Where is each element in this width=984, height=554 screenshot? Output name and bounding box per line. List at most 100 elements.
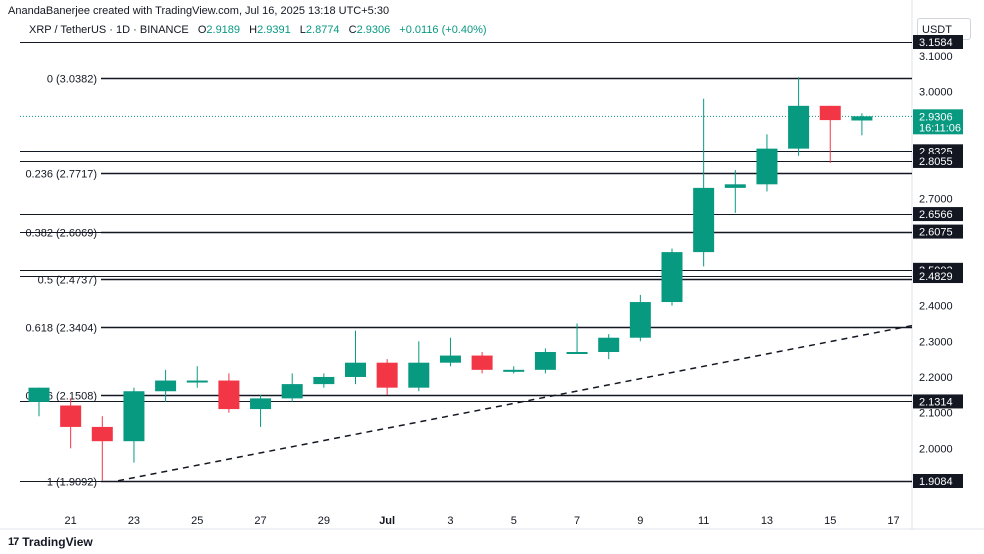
candle-body: [123, 391, 145, 442]
candle[interactable]: [28, 387, 50, 417]
x-tick-label: 23: [128, 515, 140, 527]
low-value: 2.8774: [305, 24, 340, 36]
candle[interactable]: [186, 366, 208, 388]
x-tick-label: 5: [511, 515, 517, 527]
candle[interactable]: [281, 373, 303, 402]
y-tick-label: 3.1000: [919, 51, 953, 63]
candle[interactable]: [851, 113, 873, 136]
candle[interactable]: [819, 105, 841, 163]
y-tick-label: 2.2000: [919, 372, 953, 384]
open-label: O: [197, 24, 207, 36]
price-tag: [913, 474, 963, 488]
currency-selector[interactable]: USDT: [917, 18, 971, 40]
trend-line[interactable]: [117, 324, 913, 482]
y-tick-label: 2.4000: [919, 301, 953, 313]
candle[interactable]: [724, 170, 746, 213]
candle[interactable]: [123, 387, 145, 463]
candle[interactable]: [91, 416, 113, 481]
price-tag: [913, 269, 963, 284]
x-tick-label: 3: [447, 515, 453, 527]
candle-body: [408, 362, 430, 388]
candle-body: [439, 355, 461, 363]
candle[interactable]: [345, 330, 366, 385]
fib-level-label: 0.382 (2.6069): [25, 228, 97, 240]
fib-level-label: 0.618 (2.3404): [25, 323, 97, 335]
y-tick-label: 2.1000: [919, 408, 953, 420]
candle[interactable]: [218, 373, 240, 413]
candle-body: [313, 376, 335, 385]
candle[interactable]: [661, 248, 683, 306]
candle[interactable]: [408, 341, 430, 392]
candle-body: [724, 184, 746, 188]
candle-body: [91, 426, 113, 442]
candle-body: [503, 369, 525, 372]
candle[interactable]: [566, 323, 588, 354]
last-price-tag: [913, 109, 963, 135]
candle-body: [471, 355, 493, 370]
candle-body: [28, 387, 50, 402]
x-tick-label: 17: [887, 515, 899, 527]
candle[interactable]: [534, 348, 556, 374]
candle-body: [566, 351, 588, 354]
candle-body: [756, 148, 778, 185]
x-tick-label: 25: [191, 515, 203, 527]
candle-body: [534, 351, 556, 370]
fib-level-label: 1 (1.9092): [47, 477, 97, 489]
high-label: H: [249, 24, 258, 36]
candle[interactable]: [250, 394, 272, 427]
price-tag-label: 2.4829: [919, 271, 953, 283]
candle[interactable]: [439, 337, 461, 367]
candle-body: [155, 380, 177, 392]
candle[interactable]: [155, 369, 177, 402]
candle[interactable]: [60, 398, 82, 449]
y-tick-label: 2.3000: [919, 336, 953, 348]
candle[interactable]: [313, 373, 335, 388]
fib-level-label: 0 (3.0382): [47, 74, 97, 86]
fib-level-label: 0.236 (2.7717): [25, 169, 97, 181]
candle-body: [693, 187, 715, 253]
price-tag: [913, 207, 963, 222]
candle[interactable]: [756, 134, 778, 192]
chart-attribution: AnandaBanerjee created with TradingView.…: [8, 5, 390, 17]
open-value: 2.9189: [206, 24, 241, 36]
close-label: C: [348, 24, 357, 36]
candle-body: [788, 105, 810, 149]
high-value: 2.9391: [257, 24, 291, 36]
candle[interactable]: [693, 98, 715, 267]
candle-body: [60, 405, 82, 427]
tradingview-logo-text: TradingView: [22, 535, 93, 549]
price-tag: [913, 35, 963, 49]
candle[interactable]: [788, 77, 810, 156]
candle-body: [629, 302, 651, 338]
x-tick-label: 13: [761, 515, 773, 527]
candle-body: [376, 362, 398, 388]
candle-body: [819, 105, 841, 121]
tradingview-logo[interactable]: 17 TradingView: [8, 535, 93, 549]
y-tick-label: 2.0000: [919, 443, 953, 455]
price-tag-label: 2.8055: [919, 156, 953, 168]
price-tag: [913, 153, 963, 168]
candle[interactable]: [376, 359, 398, 395]
price-tag-label: 3.1584: [919, 37, 953, 49]
fib-level-label: 0.5 (2.4737): [38, 275, 97, 287]
symbol-name[interactable]: XRP / TetherUS · 1D · BINANCE: [29, 24, 189, 36]
candle[interactable]: [471, 351, 493, 374]
price-tag: [913, 394, 963, 409]
candle[interactable]: [598, 334, 620, 360]
candle-body: [281, 384, 303, 399]
symbol-legend: XRP / TetherUS · 1D · BINANCE O2.9189 H2…: [29, 24, 493, 36]
low-label: L: [299, 24, 306, 36]
tradingview-logo-icon: 17: [8, 536, 19, 548]
countdown-label: 16:11:06: [919, 122, 961, 134]
price-tag-label: 2.1314: [919, 396, 953, 408]
candle[interactable]: [629, 294, 651, 342]
candle-body: [661, 252, 683, 303]
candle-body: [250, 398, 272, 410]
candle-body: [598, 337, 620, 352]
x-tick-label: 15: [824, 515, 836, 527]
price-tag-label: 2.6566: [919, 209, 953, 221]
close-value: 2.9306: [356, 24, 391, 36]
x-tick-label: 9: [637, 515, 643, 527]
candle[interactable]: [503, 366, 525, 374]
